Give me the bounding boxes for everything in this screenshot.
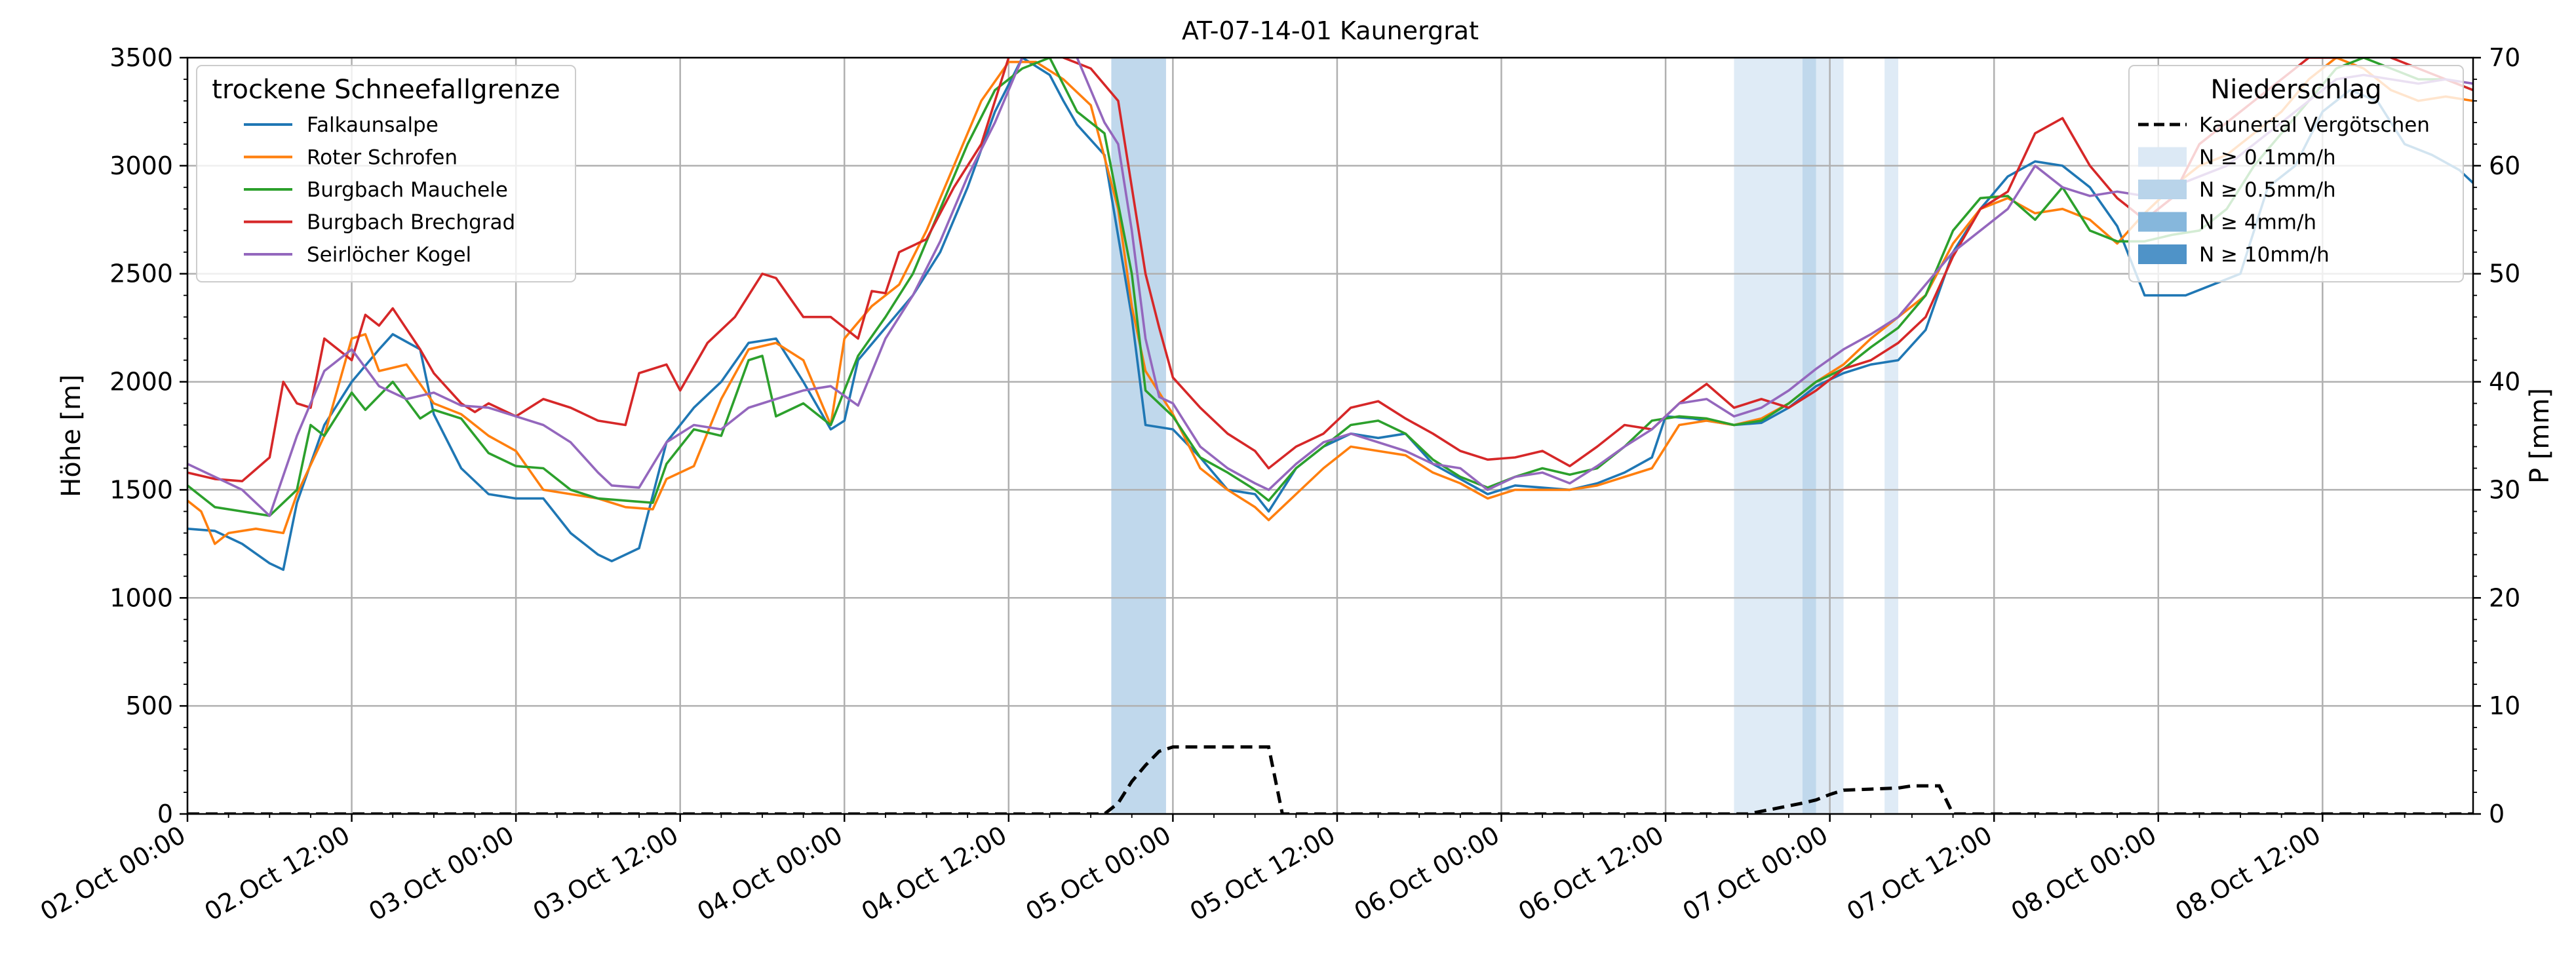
legend-entry: Burgbach Brechgrad: [307, 211, 515, 235]
series-line: [187, 58, 2473, 545]
precip-band: [1734, 58, 1803, 814]
y-tick-label: 2000: [109, 368, 173, 396]
precip-band: [1802, 58, 1816, 814]
y-tick-label: 3500: [109, 43, 173, 72]
y-axis-right: 0 10 20 30 40 50 60 70: [2473, 43, 2520, 828]
y-tick-label: 1000: [109, 583, 173, 612]
chart-title: AT-07-14-01 Kaunergrat: [1182, 16, 1479, 45]
legend-entry: Seirlöcher Kogel: [307, 243, 471, 267]
y-tick-label: 2500: [109, 260, 173, 288]
y-right-tick-label: 40: [2489, 368, 2520, 396]
legend-entry: Falkaunsalpe: [307, 113, 439, 137]
legend-swatch: [2138, 147, 2187, 167]
y-tick-label: 3000: [109, 151, 173, 180]
legend-entry: Roter Schrofen: [307, 146, 458, 170]
legend-title: trockene Schneefallgrenze: [212, 75, 560, 105]
legend-swatch: [2138, 244, 2187, 264]
legend-precipitation: Niederschlag Kaunertal Vergötschen N ≥ 0.1…: [2128, 65, 2464, 282]
y-right-tick-label: 20: [2489, 583, 2520, 612]
precipitation-line: [187, 745, 2473, 814]
y-right-tick-label: 30: [2489, 475, 2520, 504]
y-tick-label: 500: [125, 691, 173, 720]
series-line: [187, 58, 2473, 517]
precip-band: [1884, 58, 1899, 814]
series-line: [187, 58, 2473, 571]
legend-entry: N ≥ 0.5mm/h: [2199, 178, 2336, 202]
legend-entry: N ≥ 0.1mm/h: [2199, 146, 2336, 170]
legend-snowline: trockene Schneefallgrenze Falkaunsalpe Rot…: [196, 65, 576, 282]
legend-swatch: [2138, 212, 2187, 232]
y-right-tick-label: 50: [2489, 260, 2520, 288]
y-axis-label-right: P [mm]: [2525, 388, 2555, 484]
y-tick-label: 1500: [109, 475, 173, 504]
series-line: [187, 58, 2473, 517]
precip-band: [1111, 58, 1166, 814]
legend-swatch: [2138, 180, 2187, 199]
legend-title: Niederschlag: [2210, 75, 2381, 105]
legend-entry: Kaunertal Vergötschen: [2199, 113, 2430, 137]
precip-line: [187, 745, 2473, 814]
legend-entry: N ≥ 4mm/h: [2199, 211, 2316, 235]
y-right-tick-label: 70: [2489, 43, 2520, 72]
plot-frame: [186, 56, 2474, 815]
legend-frame: [196, 65, 576, 282]
y-axis-left: 0 500 1000 1500 2000 2500 3000 3500: [109, 43, 187, 828]
y-tick-label: 0: [157, 800, 173, 828]
legend-entry: Burgbach Mauchele: [307, 178, 508, 202]
y-axis-label-left: Höhe [m]: [56, 374, 87, 497]
series-lines: [187, 58, 2473, 571]
legend-entry: N ≥ 10mm/h: [2199, 243, 2330, 267]
legend-frame: [2128, 65, 2464, 282]
y-right-tick-label: 10: [2489, 691, 2520, 720]
y-right-tick-label: 60: [2489, 151, 2520, 180]
y-right-tick-label: 0: [2489, 800, 2505, 828]
